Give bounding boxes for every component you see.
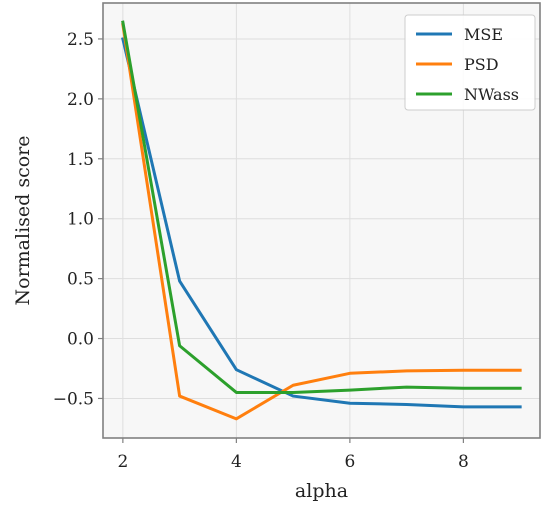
series-line-psd: [121, 22, 522, 421]
legend-box: [404, 14, 536, 111]
y-tick-label: 0.5: [67, 270, 94, 290]
y-axis-label: Normalised score: [12, 136, 34, 306]
x-axis-label: alpha: [295, 480, 348, 502]
y-tick-label: 1.0: [67, 210, 94, 230]
series-line-mse: [121, 37, 522, 409]
axis-ticks: 2 4 6 8 2.5 2.0 1.5 1.0 0.5 0.0 −0.5: [53, 30, 469, 472]
x-tick-label: 4: [231, 452, 242, 472]
legend-label-nwass: NWass: [464, 85, 519, 104]
legend-label-psd: PSD: [464, 55, 499, 74]
x-tick-label: 2: [117, 452, 128, 472]
plot-frame: [102, 2, 541, 439]
legend: MSE PSD NWass: [404, 14, 536, 111]
y-tick-label: 2.5: [67, 30, 94, 50]
y-tick-label: −0.5: [53, 389, 94, 409]
x-tick-label: 8: [458, 452, 469, 472]
y-tick-label: 2.0: [67, 90, 94, 110]
series-lines: [121, 20, 522, 421]
x-tick-label: 6: [344, 452, 355, 472]
series-line-nwass: [121, 20, 522, 394]
legend-label-mse: MSE: [464, 25, 503, 44]
y-tick-label: 1.5: [67, 150, 94, 170]
y-tick-label: 0.0: [67, 330, 94, 350]
